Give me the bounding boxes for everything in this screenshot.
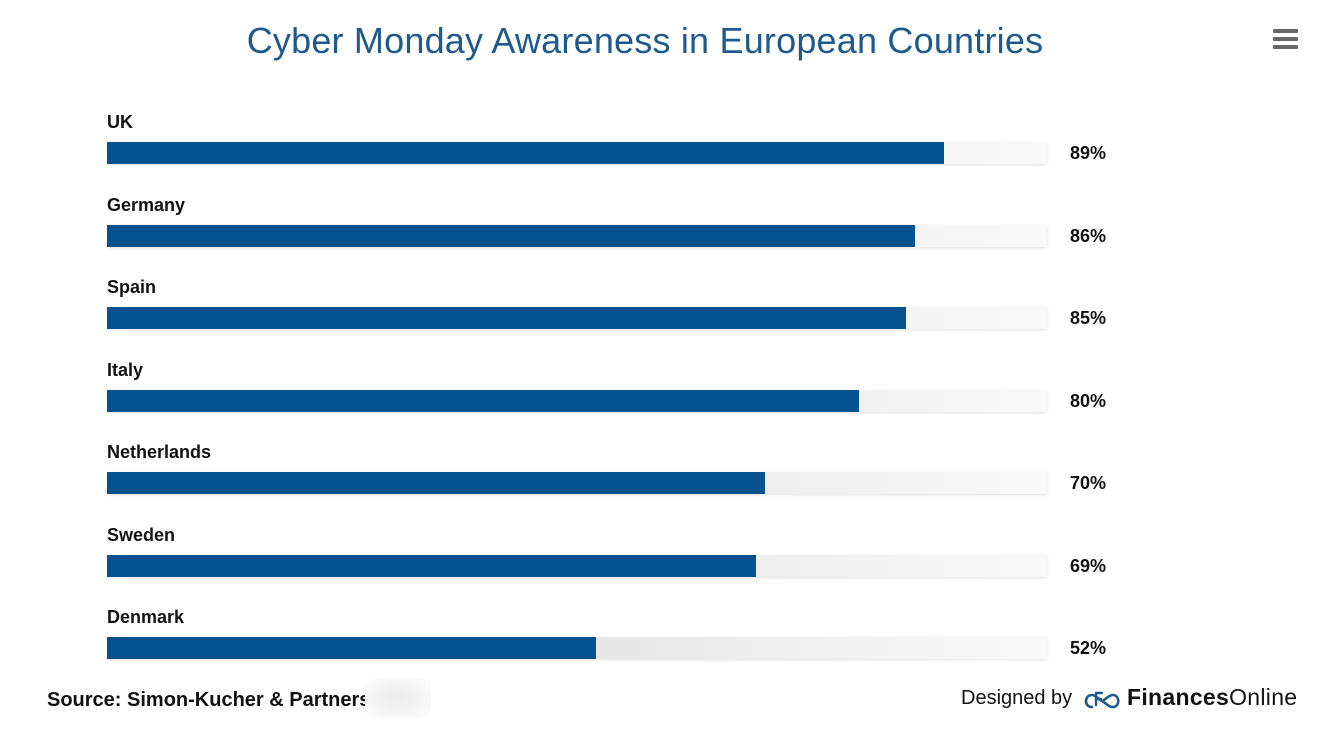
- bar-category-label: Italy: [107, 359, 144, 380]
- source-note: Source: Simon-Kucher & Partners: [47, 689, 371, 711]
- bar[interactable]: [107, 637, 596, 659]
- bar[interactable]: [107, 224, 916, 247]
- bar-track: [107, 472, 1047, 494]
- bar[interactable]: [107, 142, 944, 164]
- bar-category-label: Denmark: [107, 607, 185, 627]
- bar-category-label: Spain: [107, 277, 157, 297]
- bar-row: Italy 80%: [107, 360, 1147, 420]
- bar-row: Spain 85%: [107, 277, 1147, 337]
- finances-online-logo-icon: [1084, 691, 1120, 709]
- bar-track: [107, 307, 1047, 329]
- bar-value-label: 86%: [1070, 225, 1107, 246]
- bar-track: [107, 389, 1047, 412]
- bar-track: [107, 637, 1047, 659]
- bar-track: [107, 142, 1047, 164]
- brand-name: FinancesOnline: [1127, 684, 1297, 711]
- bar[interactable]: [107, 472, 765, 494]
- bar-track: [107, 224, 1047, 247]
- bar-row: Germany 86%: [107, 195, 1147, 255]
- bar-value-label: 52%: [1070, 638, 1107, 658]
- bar-category-label: Netherlands: [107, 442, 212, 462]
- brand-name-regular: Online: [1229, 684, 1298, 710]
- brand-name-bold: Finances: [1127, 684, 1230, 710]
- bar[interactable]: [107, 307, 906, 329]
- bar-value-label: 89%: [1070, 143, 1107, 163]
- bar-track: [107, 554, 1047, 577]
- bar-category-label: Sweden: [107, 524, 176, 545]
- hamburger-menu-icon[interactable]: [1266, 24, 1306, 56]
- bar-value-label: 85%: [1070, 308, 1107, 328]
- chart-title: Cyber Monday Awareness in European Count…: [246, 20, 1044, 61]
- bar-row: Netherlands 70%: [107, 442, 1147, 502]
- bar-value-label: 69%: [1070, 555, 1107, 576]
- bar-value-label: 80%: [1070, 390, 1107, 411]
- designed-by-label: Designed by: [961, 687, 1073, 709]
- bar-row: Denmark 52%: [107, 607, 1147, 667]
- bar-row: Sweden 69%: [107, 525, 1147, 585]
- bar-category-label: UK: [107, 112, 133, 132]
- blurred-watermark: [365, 678, 431, 718]
- bar-row: UK 89%: [107, 112, 1147, 172]
- bar-category-label: Germany: [107, 194, 186, 215]
- bar[interactable]: [107, 389, 859, 412]
- bar[interactable]: [107, 554, 756, 577]
- bar-value-label: 70%: [1070, 473, 1107, 493]
